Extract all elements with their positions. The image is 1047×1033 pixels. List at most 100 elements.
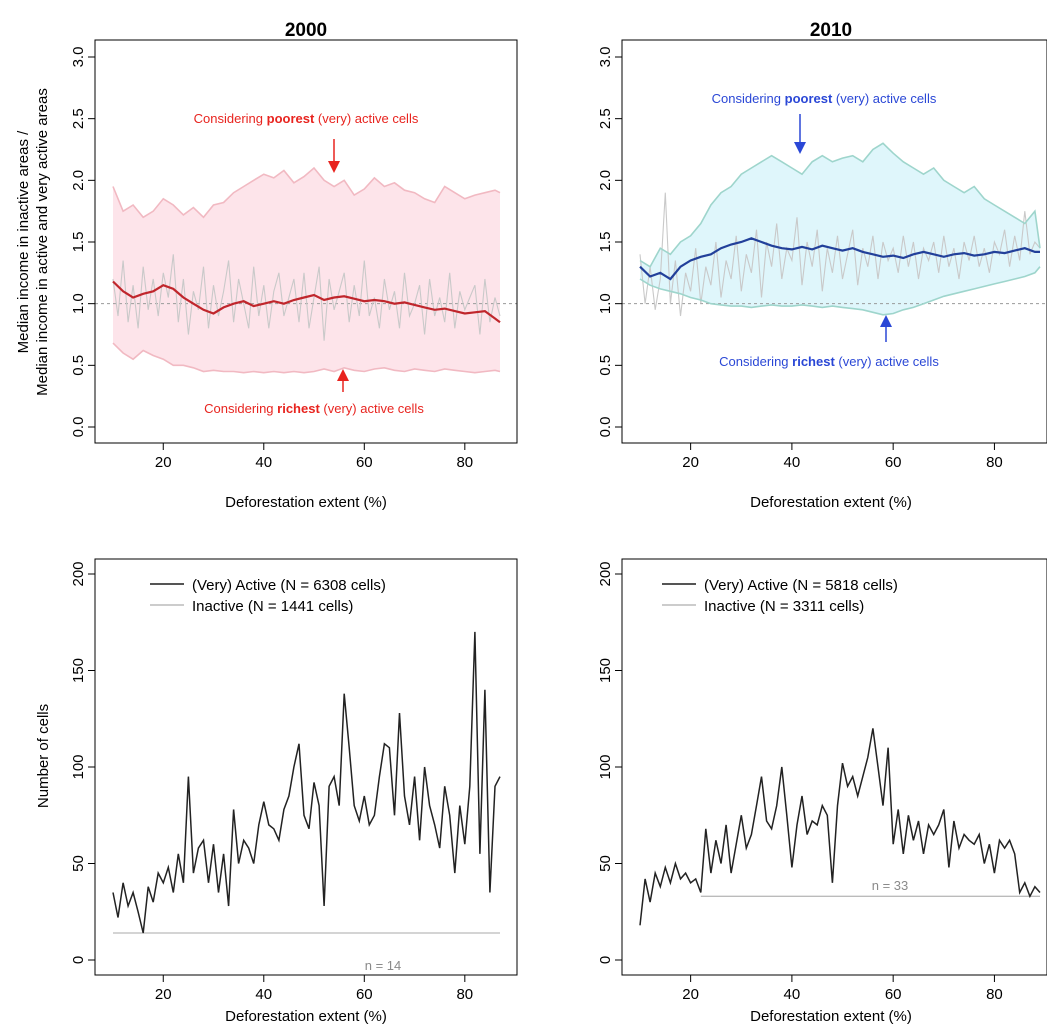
arrowhead-up-icon xyxy=(880,315,892,327)
x-tick-label: 20 xyxy=(155,454,172,471)
y-tick-label: 200 xyxy=(70,561,87,586)
y-axis-ticks: 0 50 100 150 200 xyxy=(597,561,622,964)
y-tick-label: 1.0 xyxy=(70,293,87,314)
annotation-richest: Considering richest (very) active cells xyxy=(719,354,939,369)
panel-2000-income: 2000 Median income in inactive areas / M… xyxy=(15,20,518,511)
y-axis-ticks: 0.0 0.5 1.0 1.5 2.0 2.5 3.0 xyxy=(70,47,95,438)
y-tick-label: 50 xyxy=(597,855,614,872)
y-tick-label: 0 xyxy=(597,956,614,964)
annotation-poorest: Considering poorest (very) active cells xyxy=(194,111,419,126)
x-axis-title: Deforestation extent (%) xyxy=(750,494,912,511)
threshold-label: n = 33 xyxy=(872,878,909,893)
x-axis-title: Deforestation extent (%) xyxy=(225,494,387,511)
x-tick-label: 60 xyxy=(356,454,373,471)
legend-label-inactive: Inactive (N = 3311 cells) xyxy=(704,598,864,615)
annotation-suffix: (very) active cells xyxy=(835,354,940,369)
x-tick-label: 80 xyxy=(986,454,1003,471)
x-tick-label: 20 xyxy=(682,986,699,1003)
y-tick-label: 2.0 xyxy=(597,170,614,191)
annotation-bold: richest xyxy=(792,354,835,369)
y-tick-label: 2.5 xyxy=(70,108,87,129)
legend-label-active: (Very) Active (N = 6308 cells) xyxy=(192,577,386,594)
y-tick-label: 0.5 xyxy=(597,355,614,376)
y-tick-label: 1.0 xyxy=(597,293,614,314)
y-tick-label: 100 xyxy=(70,754,87,779)
y-tick-label: 0 xyxy=(70,956,87,964)
annotation-prefix: Considering xyxy=(194,111,267,126)
x-axis-ticks: 20 40 60 80 xyxy=(155,443,473,471)
y-tick-label: 2.5 xyxy=(597,108,614,129)
y-tick-label: 0.0 xyxy=(70,417,87,438)
panel-title-2000: 2000 xyxy=(285,20,327,41)
annotation-suffix: (very) active cells xyxy=(320,401,425,416)
y-tick-label: 0.5 xyxy=(70,355,87,376)
x-tick-label: 40 xyxy=(255,986,272,1003)
lower-bound-line xyxy=(639,266,1041,316)
median-ratio-line xyxy=(112,280,501,324)
active-line xyxy=(639,728,1041,926)
y-tick-label: 150 xyxy=(597,658,614,683)
y-tick-label: 150 xyxy=(70,658,87,683)
plot-area-2010-income xyxy=(622,142,1047,317)
y-axis-ticks: 0.0 0.5 1.0 1.5 2.0 2.5 3.0 xyxy=(597,47,622,438)
x-tick-label: 60 xyxy=(885,986,902,1003)
x-axis-ticks: 20 40 60 80 xyxy=(682,975,1003,1003)
panel-2010-cells: 20 40 60 80 0 50 100 150 200 Deforestation exte… xyxy=(597,558,1047,1025)
plot-area-2010-cells xyxy=(639,728,1041,926)
x-tick-label: 60 xyxy=(356,986,373,1003)
panel-2000-cells: Number of cells 20 40 60 80 0 50 100 150 200 De… xyxy=(35,558,518,1025)
legend: (Very) Active (N = 6308 cells) Inactive … xyxy=(150,577,386,615)
raw-ratio-line xyxy=(112,254,501,341)
y-axis-ticks: 0 50 100 150 200 xyxy=(70,561,95,964)
y-tick-label: 2.0 xyxy=(70,170,87,191)
panel-2010-income: 2010 20 40 60 80 0.0 0.5 1.0 1.5 2.0 2.5 3.0 Defo… xyxy=(597,20,1047,511)
y-tick-label: 3.0 xyxy=(70,47,87,68)
x-tick-label: 80 xyxy=(456,454,473,471)
x-tick-label: 80 xyxy=(986,986,1003,1003)
threshold-label: n = 14 xyxy=(365,958,402,973)
panel-title-2010: 2010 xyxy=(810,20,852,41)
x-axis-ticks: 20 40 60 80 xyxy=(155,975,473,1003)
legend-label-active: (Very) Active (N = 5818 cells) xyxy=(704,577,898,594)
y-tick-label: 1.5 xyxy=(597,232,614,253)
legend: (Very) Active (N = 5818 cells) Inactive … xyxy=(662,577,898,615)
y-tick-label: 50 xyxy=(70,855,87,872)
plot-frame xyxy=(621,558,1047,976)
y-tick-label: 0.0 xyxy=(597,417,614,438)
y-tick-label: 3.0 xyxy=(597,47,614,68)
annotation-prefix: Considering xyxy=(712,91,785,106)
upper-bound-line xyxy=(112,166,501,219)
active-line xyxy=(112,631,501,934)
x-tick-label: 20 xyxy=(682,454,699,471)
y-axis-title: Number of cells xyxy=(35,704,52,808)
plot-area-2000-cells xyxy=(112,631,501,934)
arrowhead-up-icon xyxy=(337,369,349,381)
x-tick-label: 40 xyxy=(784,454,801,471)
x-tick-label: 80 xyxy=(456,986,473,1003)
annotation-suffix: (very) active cells xyxy=(832,91,937,106)
x-tick-label: 20 xyxy=(155,986,172,1003)
median-ratio-line xyxy=(639,237,1040,281)
annotation-suffix: (very) active cells xyxy=(314,111,419,126)
y-axis-title-line1: Median income in inactive areas / xyxy=(15,130,32,353)
upper-bound-line xyxy=(639,142,1041,268)
y-tick-label: 100 xyxy=(597,754,614,779)
annotation-prefix: Considering xyxy=(204,401,277,416)
annotation-bold: poorest xyxy=(267,111,315,126)
plot-frame xyxy=(94,558,518,976)
x-tick-label: 40 xyxy=(255,454,272,471)
y-tick-label: 1.5 xyxy=(70,232,87,253)
annotation-prefix: Considering xyxy=(719,354,792,369)
arrowhead-down-icon xyxy=(794,142,806,154)
y-tick-label: 200 xyxy=(597,561,614,586)
x-axis-ticks: 20 40 60 80 xyxy=(682,443,1003,471)
x-tick-label: 60 xyxy=(885,454,902,471)
arrowhead-down-icon xyxy=(328,161,340,173)
annotation-bold: poorest xyxy=(785,91,833,106)
x-axis-title: Deforestation extent (%) xyxy=(225,1008,387,1025)
y-axis-title-line2: Median income in active and very active … xyxy=(34,88,51,396)
annotation-poorest: Considering poorest (very) active cells xyxy=(712,91,937,106)
legend-label-inactive: Inactive (N = 1441 cells) xyxy=(192,598,353,615)
